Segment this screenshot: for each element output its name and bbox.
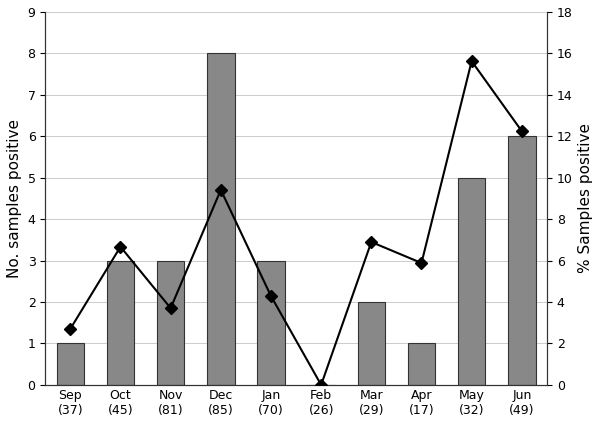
- Y-axis label: % Samples positive: % Samples positive: [578, 123, 593, 273]
- Bar: [257, 261, 285, 385]
- Bar: [358, 302, 385, 385]
- Bar: [107, 261, 134, 385]
- Bar: [407, 343, 435, 385]
- Bar: [56, 343, 84, 385]
- Bar: [157, 261, 184, 385]
- Y-axis label: No. samples positive: No. samples positive: [7, 119, 22, 278]
- Bar: [207, 53, 235, 385]
- Bar: [508, 136, 536, 385]
- Bar: [458, 178, 485, 385]
